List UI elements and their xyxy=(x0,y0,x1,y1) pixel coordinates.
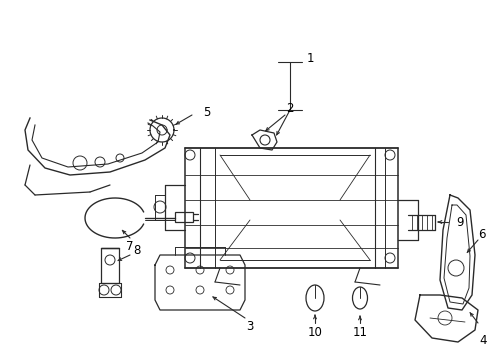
Text: 6: 6 xyxy=(477,229,485,242)
Text: 7: 7 xyxy=(126,240,134,253)
Text: 2: 2 xyxy=(285,102,293,114)
Text: 5: 5 xyxy=(203,105,210,118)
Text: 10: 10 xyxy=(307,325,322,338)
Text: 3: 3 xyxy=(246,320,253,333)
Text: 9: 9 xyxy=(455,216,463,229)
Text: 11: 11 xyxy=(352,325,367,338)
Bar xyxy=(101,248,119,283)
Text: 1: 1 xyxy=(305,51,313,64)
Text: 8: 8 xyxy=(133,243,141,256)
Bar xyxy=(175,212,193,222)
Text: 4: 4 xyxy=(478,333,486,346)
